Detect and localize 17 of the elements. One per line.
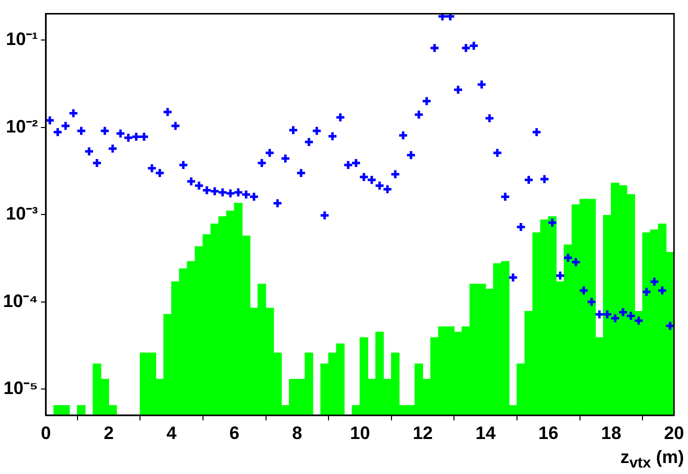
y-tick-label: 10⁻³ bbox=[6, 204, 38, 224]
x-tick-label: 20 bbox=[664, 423, 684, 444]
x-tick-label: 4 bbox=[166, 423, 177, 444]
x-axis-title: z$_{vtx}$ (m) bbox=[620, 447, 684, 472]
x-tick-label: 6 bbox=[229, 423, 240, 444]
x-tick-label: 8 bbox=[292, 423, 302, 444]
x-tick-label: 18 bbox=[601, 423, 622, 444]
y-tick-label: 10⁻² bbox=[6, 116, 38, 136]
x-tick-label: 10 bbox=[350, 423, 370, 444]
x-tick-label: 14 bbox=[476, 423, 496, 444]
y-tick-label: 10⁻⁴ bbox=[2, 290, 38, 311]
x-tick-label: 2 bbox=[104, 423, 114, 444]
y-tick-label: 10⁻¹ bbox=[6, 29, 38, 50]
x-tick-label: 12 bbox=[412, 423, 433, 444]
x-tick-label: 16 bbox=[538, 423, 558, 444]
y-tick-label: 10⁻⁵ bbox=[3, 378, 38, 398]
x-tick-label: 0 bbox=[40, 423, 51, 444]
